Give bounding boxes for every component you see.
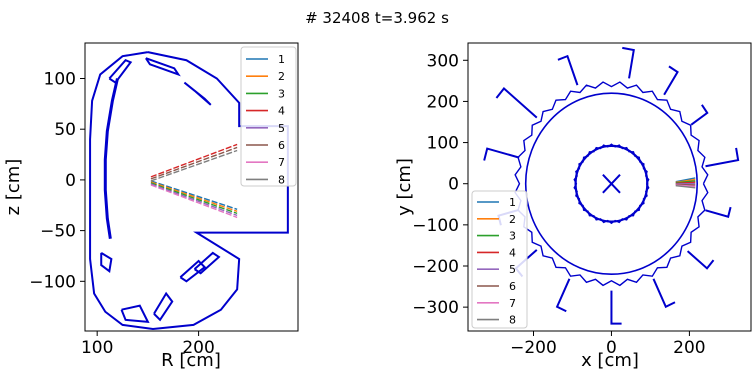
legend-label-5: 5	[509, 263, 516, 276]
legend-label-8: 8	[509, 314, 516, 327]
divertor-part	[154, 293, 172, 319]
line-of-sight-1	[151, 181, 237, 209]
legend-label-4: 4	[278, 105, 285, 118]
legend-label-3: 3	[278, 87, 285, 100]
line-of-sight-5	[151, 184, 237, 215]
y-tick-label: −50	[40, 222, 76, 242]
legend-label-6: 6	[278, 139, 285, 152]
divertor-part	[101, 253, 111, 271]
port-structure	[557, 279, 569, 311]
line-of-sight-2	[151, 182, 237, 211]
legend-label-1: 1	[509, 196, 516, 209]
right-ylabel: y [cm]	[394, 158, 415, 216]
y-tick-label: 100	[427, 134, 459, 154]
port-structure	[688, 251, 714, 268]
divertor-part	[180, 261, 204, 281]
x-tick-label: 200	[673, 338, 705, 358]
line-of-sight-6	[151, 147, 237, 178]
x-tick-label: 100	[81, 338, 113, 358]
legend-label-5: 5	[278, 122, 285, 135]
port-structure	[653, 279, 675, 307]
legend-label-6: 6	[509, 280, 516, 293]
port-structure	[611, 291, 621, 324]
divertor-part	[184, 83, 210, 105]
y-tick-label: −100	[412, 216, 459, 236]
right-legend: 1 2 3 4 5 6 7 8	[472, 191, 527, 328]
y-tick-label: 200	[427, 92, 459, 112]
inner-wall	[105, 78, 117, 238]
divertor-part	[195, 253, 219, 273]
y-tick-label: 50	[54, 120, 76, 140]
divertor-part	[122, 306, 148, 322]
port-structure	[706, 207, 731, 217]
legend-label-2: 2	[509, 213, 516, 226]
legend-label-3: 3	[509, 230, 516, 243]
legend-box	[472, 191, 527, 328]
y-tick-label: 0	[65, 171, 76, 191]
line-of-sight-3	[151, 183, 237, 213]
y-tick-label: −200	[412, 257, 459, 277]
line-of-sight-7	[151, 185, 237, 217]
line-of-sight-8	[151, 150, 237, 180]
port-structure	[484, 149, 519, 161]
legend-label-8: 8	[278, 173, 285, 186]
left-ylabel: z [cm]	[3, 159, 24, 216]
line-of-sight-4	[151, 144, 237, 176]
legend-label-4: 4	[509, 246, 516, 259]
legend-box	[241, 47, 296, 186]
left-legend: 1 2 3 4 5 6 7 8	[241, 47, 296, 186]
legend-label-7: 7	[278, 156, 285, 169]
legend-label-2: 2	[278, 70, 285, 83]
y-tick-label: −300	[412, 298, 459, 318]
port-structure	[496, 89, 536, 118]
port-structure	[691, 105, 707, 125]
y-tick-label: −100	[29, 272, 76, 292]
legend-label-7: 7	[509, 297, 516, 310]
y-tick-label: 0	[448, 175, 459, 195]
divertor-part	[146, 58, 178, 74]
port-structure	[706, 148, 739, 166]
y-tick-label: 100	[44, 69, 76, 89]
right-xlabel: x [cm]	[581, 350, 639, 371]
x-tick-label: −200	[510, 338, 557, 358]
left-xlabel: R [cm]	[161, 350, 221, 371]
port-structure	[622, 48, 634, 79]
figure-title: # 32408 t=3.962 s	[305, 9, 449, 27]
y-tick-label: 300	[427, 51, 459, 71]
port-structure	[664, 66, 677, 94]
legend-label-1: 1	[278, 53, 285, 66]
port-structure	[558, 56, 578, 85]
